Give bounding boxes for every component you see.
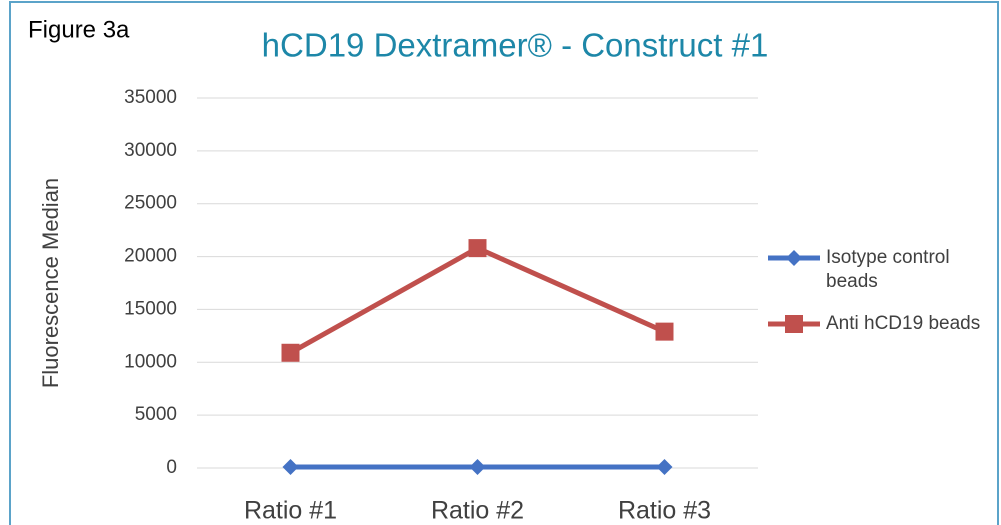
legend-label: Isotype control beads xyxy=(826,247,950,292)
x-tick-label: Ratio #3 xyxy=(618,497,711,525)
chart-title: hCD19 Dextramer® - Construct #1 xyxy=(262,27,769,64)
data-point xyxy=(469,458,486,475)
y-axis-label: Fluorescence Median xyxy=(38,178,63,388)
data-point xyxy=(281,343,300,362)
x-tick-label: Ratio #2 xyxy=(431,497,524,525)
figure-label: Figure 3a xyxy=(28,16,130,43)
legend-marker xyxy=(786,250,802,266)
legend-marker xyxy=(785,315,803,333)
series-line xyxy=(289,245,666,355)
y-tick-label: 10000 xyxy=(124,351,177,372)
legend-label: Anti hCD19 beads xyxy=(826,313,981,334)
y-tick-label: 15000 xyxy=(124,298,177,319)
data-point xyxy=(656,458,673,475)
data-point xyxy=(655,322,674,341)
frame xyxy=(9,1,999,525)
y-tick-label: 0 xyxy=(166,457,177,478)
data-point xyxy=(468,239,487,258)
y-tick-label: 30000 xyxy=(124,140,177,161)
y-tick-label: 5000 xyxy=(135,404,177,425)
y-tick-label: 20000 xyxy=(124,246,177,267)
x-tick-label: Ratio #1 xyxy=(244,497,337,525)
y-tick-label: 35000 xyxy=(124,87,177,108)
y-tick-label: 25000 xyxy=(124,193,177,214)
data-point xyxy=(282,458,299,475)
